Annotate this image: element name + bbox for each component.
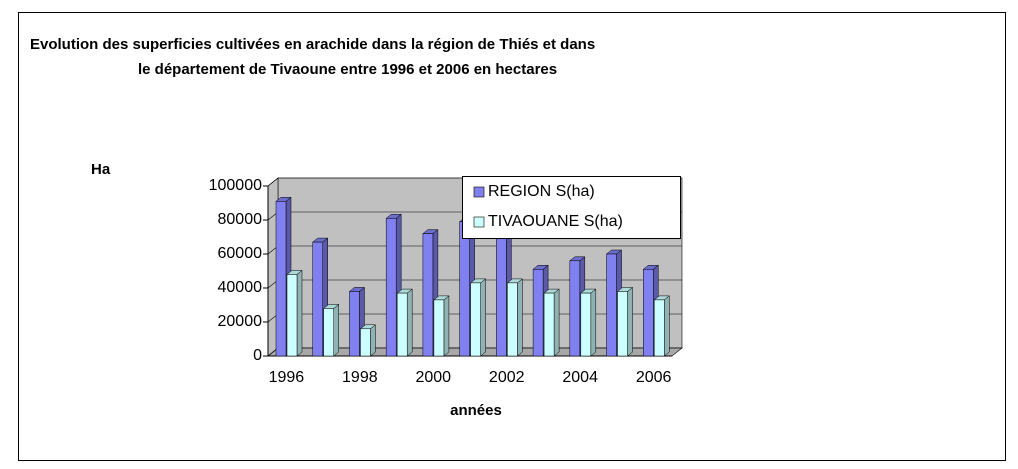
bar-side bbox=[517, 278, 523, 357]
legend-label: REGION S(ha) bbox=[488, 183, 595, 200]
bar-side bbox=[370, 324, 376, 357]
x-tick-label: 2000 bbox=[415, 369, 451, 386]
bar bbox=[286, 274, 298, 357]
bar-group bbox=[359, 324, 377, 357]
legend-swatch bbox=[473, 216, 485, 228]
bar-group bbox=[433, 295, 450, 357]
x-tick-label: 1996 bbox=[269, 369, 305, 386]
bar bbox=[617, 291, 628, 357]
bar-group bbox=[653, 295, 670, 357]
x-tick-label: 1998 bbox=[342, 369, 378, 386]
y-tick-label: 20000 bbox=[218, 313, 263, 330]
bar bbox=[349, 291, 360, 357]
bar-group bbox=[469, 278, 487, 357]
x-tick-label: 2002 bbox=[489, 369, 525, 386]
bar bbox=[422, 233, 434, 357]
x-tick-label: 2006 bbox=[636, 369, 672, 386]
bar bbox=[543, 292, 555, 357]
bar bbox=[433, 299, 445, 357]
bar-group bbox=[506, 278, 524, 357]
bar bbox=[569, 260, 581, 357]
y-tick-label: 40000 bbox=[218, 279, 263, 296]
bar bbox=[606, 253, 617, 357]
bar bbox=[360, 328, 371, 357]
bar-group bbox=[580, 288, 597, 357]
bar bbox=[323, 308, 334, 357]
bar bbox=[580, 292, 592, 357]
bar bbox=[396, 292, 408, 357]
y-tick-label: 0 bbox=[253, 347, 262, 364]
bar-group bbox=[616, 286, 634, 357]
bar-side bbox=[664, 295, 670, 357]
bar bbox=[459, 221, 470, 357]
legend-swatch bbox=[473, 186, 485, 198]
x-axis-label: années bbox=[450, 402, 502, 419]
legend-label: TIVAOUANE S(ha) bbox=[488, 213, 623, 230]
bar bbox=[470, 282, 481, 357]
bar bbox=[385, 218, 397, 357]
bar-side bbox=[333, 303, 339, 357]
chart-title: Evolution des superficies cultivées en a… bbox=[30, 36, 595, 53]
bar-side bbox=[553, 288, 560, 357]
bar bbox=[312, 241, 323, 357]
bar-side bbox=[406, 288, 413, 357]
bar bbox=[643, 269, 654, 357]
x-tick-label: 2004 bbox=[562, 369, 598, 386]
bar-side bbox=[480, 278, 486, 357]
bar bbox=[532, 269, 544, 357]
legend bbox=[462, 176, 681, 239]
bar-side bbox=[443, 295, 450, 357]
bar bbox=[507, 282, 518, 357]
bar-group bbox=[323, 303, 340, 357]
bar-group bbox=[543, 288, 560, 357]
bar bbox=[496, 231, 507, 357]
bar-side bbox=[590, 288, 597, 357]
y-tick-label: 60000 bbox=[218, 245, 263, 262]
y-tick-label: 80000 bbox=[218, 211, 263, 228]
bar-side bbox=[627, 286, 633, 357]
y-tick-label: 100000 bbox=[209, 177, 262, 194]
bar bbox=[654, 299, 665, 357]
bar-side bbox=[296, 269, 303, 357]
bar bbox=[275, 201, 287, 357]
bar-group bbox=[396, 288, 413, 357]
bar-group bbox=[286, 269, 303, 357]
y-axis-label: Ha bbox=[91, 161, 111, 178]
chart-title: le département de Tivaoune entre 1996 et… bbox=[138, 61, 557, 78]
